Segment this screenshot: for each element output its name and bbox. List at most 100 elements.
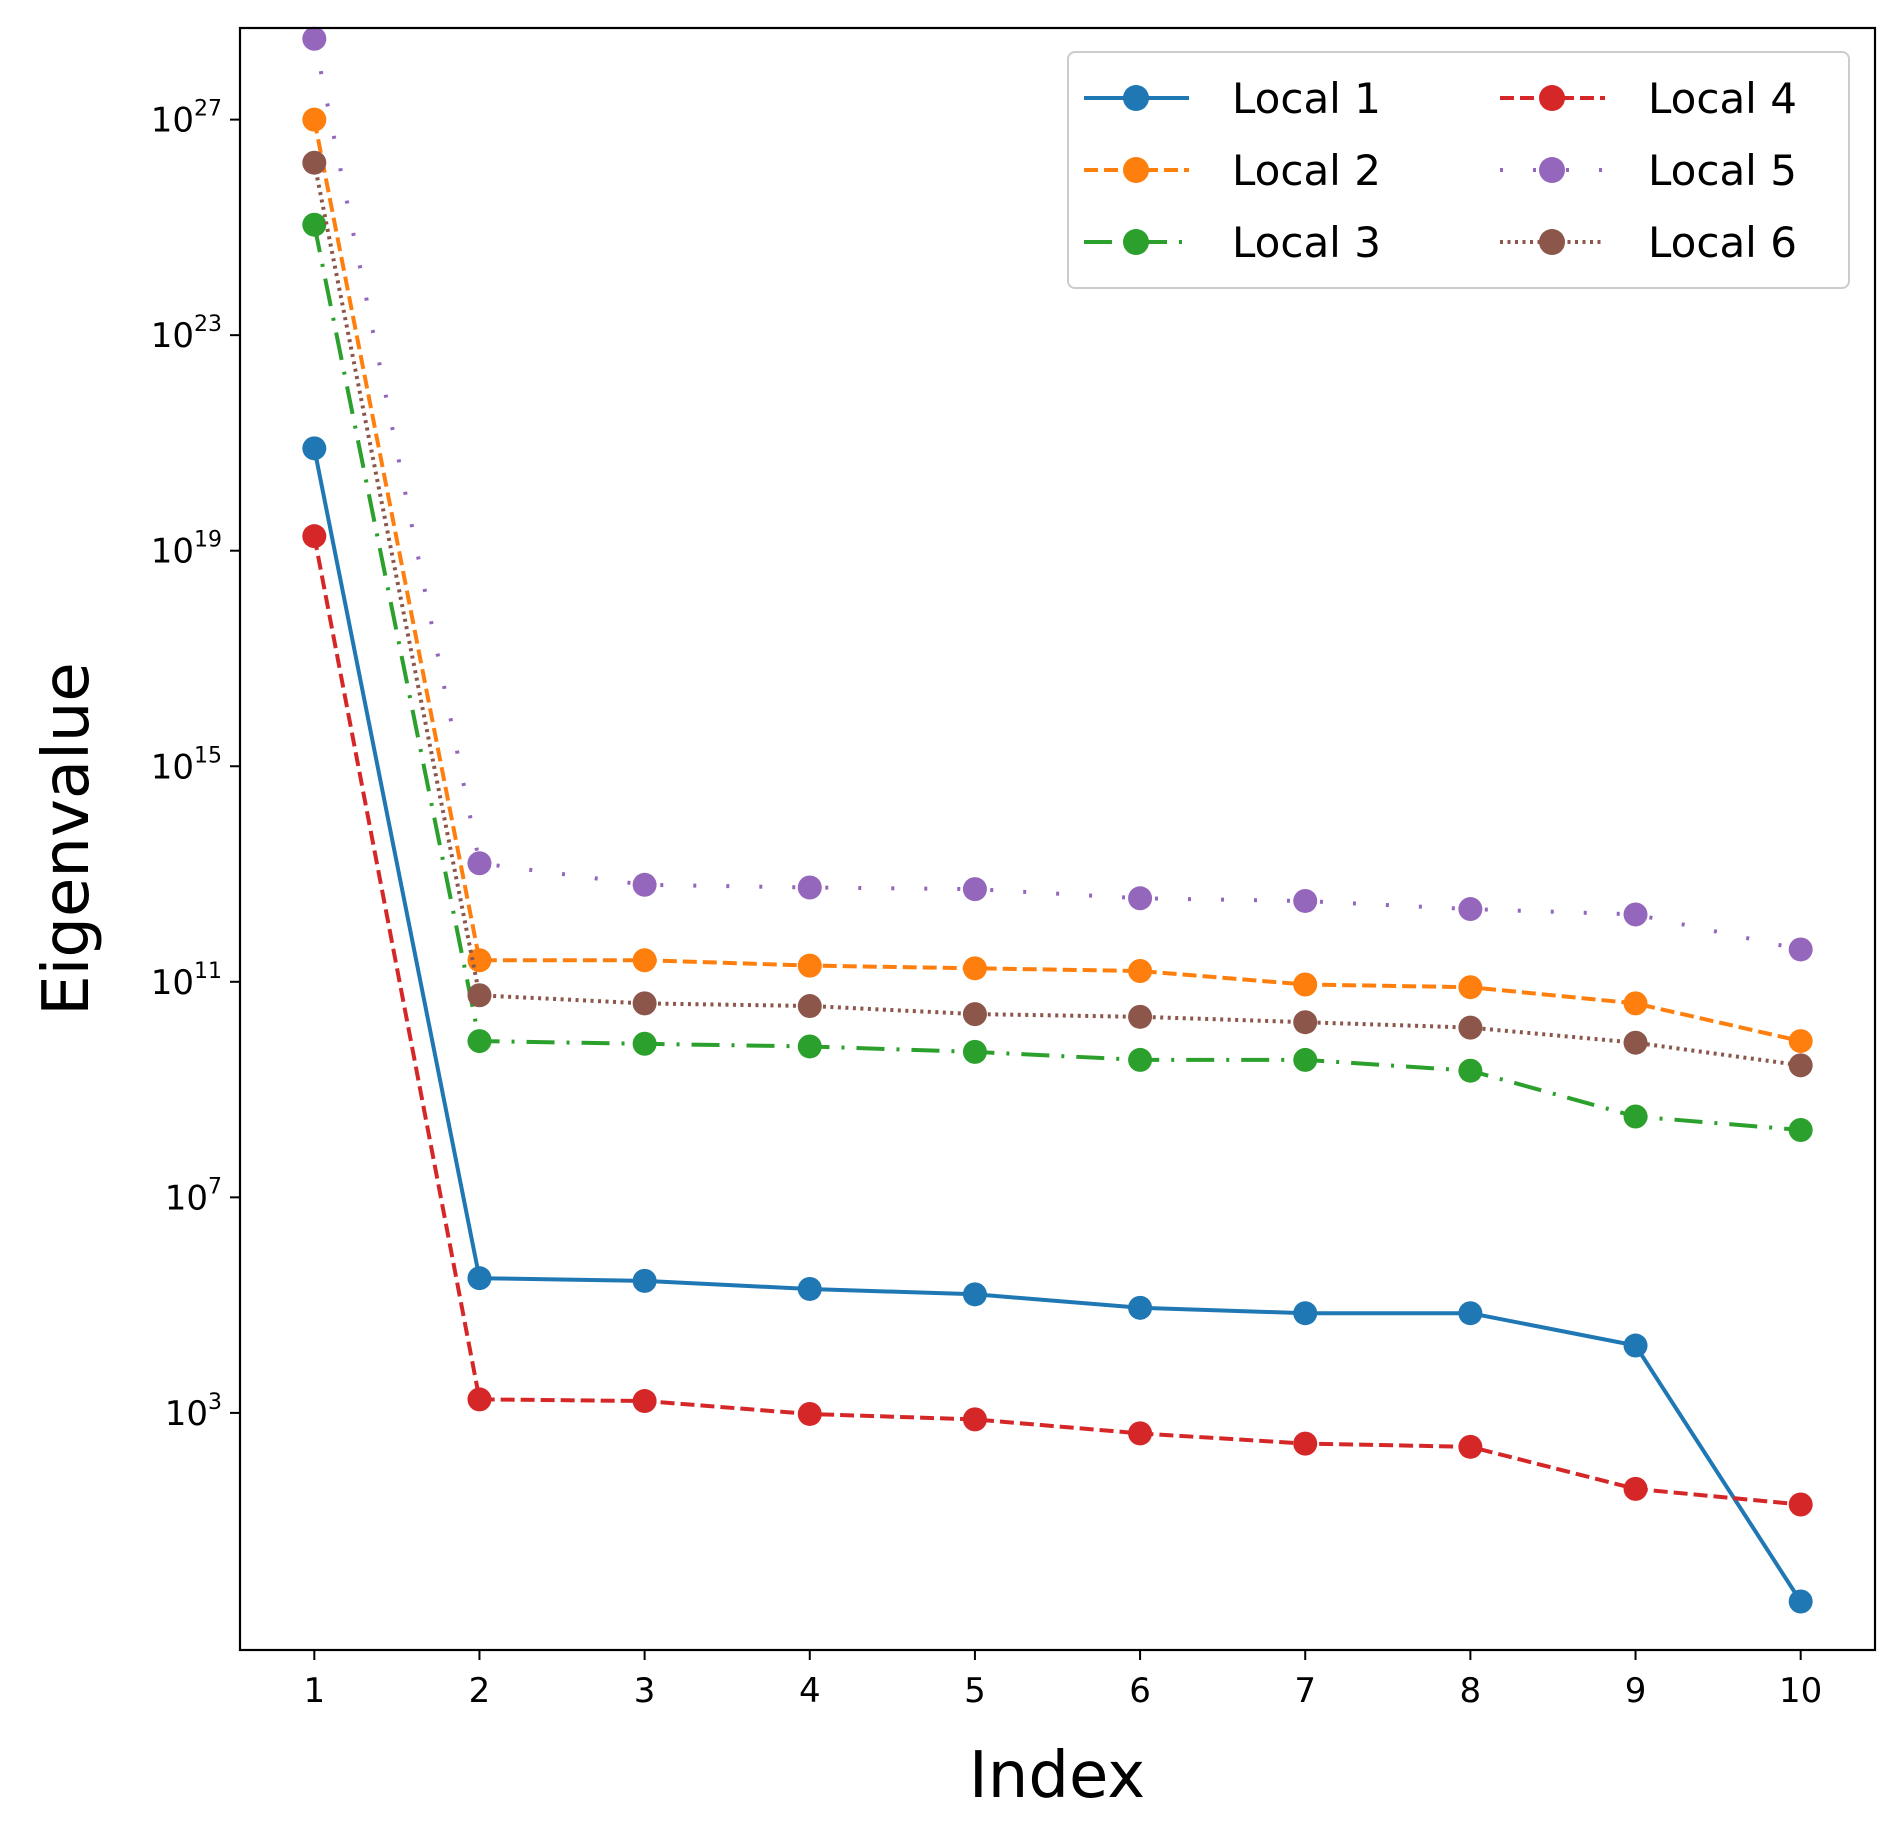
data-point — [962, 1282, 987, 1307]
y-tick-base: 10 — [151, 101, 194, 141]
data-point — [962, 877, 987, 902]
legend-item: Local 4 — [1500, 74, 1797, 123]
y-tick-exponent: 15 — [194, 743, 222, 768]
y-axis-title: Eigenvalue — [30, 662, 104, 1016]
data-point — [302, 524, 327, 549]
legend-marker — [1539, 229, 1565, 255]
data-point — [962, 1407, 987, 1432]
data-point — [1293, 1047, 1318, 1072]
x-tick-label: 6 — [1129, 1671, 1151, 1711]
y-tick-label: 103 — [165, 1390, 222, 1434]
data-point — [797, 953, 822, 978]
legend-marker — [1123, 229, 1149, 255]
data-point — [797, 1034, 822, 1059]
x-tick-label: 9 — [1625, 1671, 1647, 1711]
series-line — [312, 119, 1802, 1044]
data-point — [1293, 1431, 1318, 1456]
data-point — [1788, 1117, 1813, 1142]
y-tick-base: 10 — [151, 316, 194, 356]
data-point — [467, 1266, 492, 1291]
x-tick-label: 3 — [634, 1671, 656, 1711]
x-tick-label: 5 — [964, 1671, 986, 1711]
y-tick-exponent: 19 — [194, 528, 222, 553]
data-point — [1623, 902, 1648, 927]
legend-marker — [1123, 157, 1149, 183]
data-point — [1788, 1053, 1813, 1078]
legend-marker — [1123, 85, 1149, 111]
legend-frame — [1067, 51, 1850, 289]
data-point — [1458, 897, 1483, 922]
data-point — [1623, 1476, 1648, 1501]
data-point — [1458, 1301, 1483, 1326]
data-point — [1623, 1104, 1648, 1129]
data-point — [1128, 1421, 1153, 1446]
legend-label: Local 5 — [1648, 146, 1797, 195]
data-point — [1458, 1058, 1483, 1083]
data-point — [632, 1268, 657, 1293]
y-tick-base: 10 — [151, 747, 194, 787]
legend-item: Local 5 — [1500, 146, 1797, 195]
series-local-6 — [302, 150, 1813, 1078]
data-point — [1788, 937, 1813, 962]
x-tick-label: 4 — [799, 1671, 821, 1711]
y-tick-label: 1015 — [151, 743, 222, 787]
data-point — [1458, 1015, 1483, 1040]
x-tick-label: 8 — [1460, 1671, 1482, 1711]
series-local-2 — [302, 107, 1813, 1054]
y-tick-base: 10 — [165, 1394, 208, 1434]
x-axis: 1 2 3 4 5 6 7 8 9 10 — [303, 1650, 1822, 1711]
legend-marker — [1539, 157, 1565, 183]
data-point — [1623, 1333, 1648, 1358]
data-point — [1128, 959, 1153, 984]
data-point — [962, 1039, 987, 1064]
data-point — [1788, 1029, 1813, 1054]
data-point — [1128, 1295, 1153, 1320]
legend-label: Local 1 — [1232, 74, 1381, 123]
x-tick-label: 1 — [303, 1671, 325, 1711]
data-point — [467, 983, 492, 1008]
data-point — [1293, 972, 1318, 997]
legend-item: Local 3 — [1084, 218, 1381, 267]
data-point — [1128, 1004, 1153, 1029]
legend-label: Local 3 — [1232, 218, 1381, 267]
data-point — [302, 436, 327, 461]
y-tick-label: 1019 — [151, 528, 222, 572]
x-axis-title: Index — [969, 1739, 1145, 1813]
data-point — [1293, 1301, 1318, 1326]
data-point — [1788, 1589, 1813, 1614]
y-tick-base: 10 — [151, 963, 194, 1003]
series-local-4 — [302, 524, 1813, 1517]
data-point — [467, 1029, 492, 1054]
legend-item: Local 6 — [1500, 218, 1797, 267]
legend-item: Local 2 — [1084, 146, 1381, 195]
data-point — [1788, 1492, 1813, 1517]
data-point — [1458, 1434, 1483, 1459]
series-line — [312, 535, 1801, 1507]
x-tick-label: 2 — [469, 1671, 491, 1711]
series-line — [312, 447, 1803, 1603]
y-tick-label: 1011 — [151, 959, 222, 1003]
y-tick-label: 1023 — [151, 312, 222, 356]
data-point — [632, 948, 657, 973]
series-layer — [302, 26, 1813, 1614]
data-point — [1623, 991, 1648, 1016]
data-point — [1293, 888, 1318, 913]
data-point — [797, 875, 822, 900]
y-tick-label: 1027 — [151, 97, 222, 141]
series-line — [312, 162, 1801, 1068]
data-point — [797, 1401, 822, 1426]
legend-label: Local 4 — [1648, 74, 1797, 123]
plot-frame — [238, 26, 1877, 1652]
data-point — [797, 994, 822, 1019]
x-tick-label: 10 — [1779, 1671, 1822, 1711]
y-tick-exponent: 27 — [194, 97, 222, 122]
series-local-1 — [302, 436, 1813, 1614]
series-line — [312, 38, 1802, 952]
data-point — [632, 872, 657, 897]
data-point — [962, 956, 987, 981]
data-point — [302, 26, 327, 51]
y-tick-exponent: 3 — [208, 1390, 222, 1415]
data-point — [1293, 1010, 1318, 1035]
